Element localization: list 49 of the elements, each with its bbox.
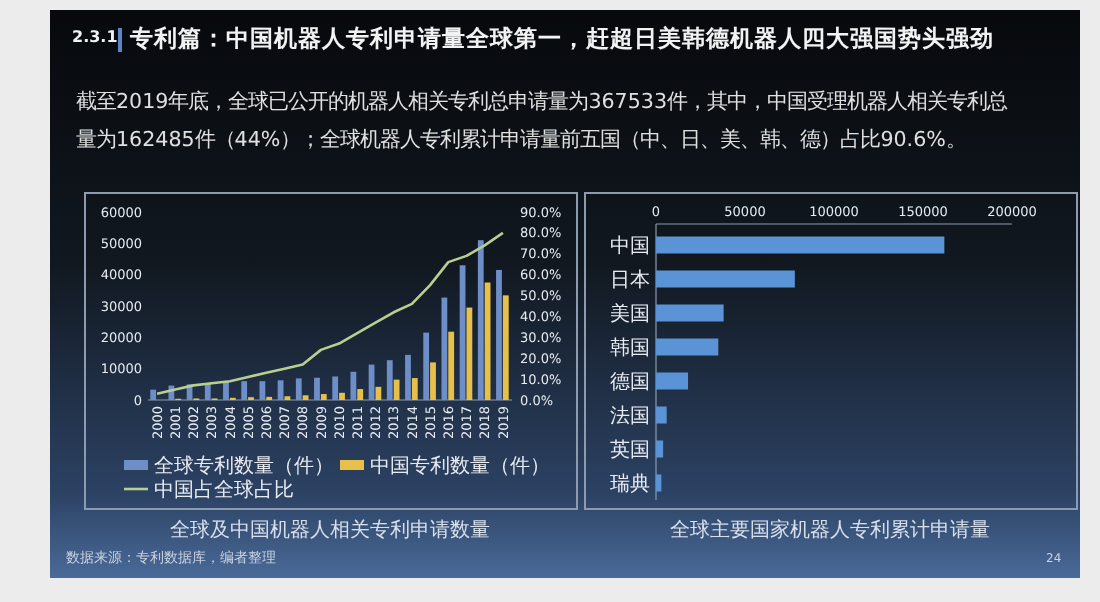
bar xyxy=(204,383,211,400)
bar xyxy=(441,297,448,400)
bar xyxy=(314,377,320,400)
bar xyxy=(656,474,662,492)
bar xyxy=(430,362,436,400)
text: 全球主要国家机器人专利累计申请量 xyxy=(670,518,990,542)
bar xyxy=(656,406,667,424)
bar xyxy=(259,381,266,400)
text: 专利篇：中国机器人专利申请量全球第一，赶超日美韩德机器人四大强国势头强劲 xyxy=(130,24,994,54)
y-tick-label: 中国 xyxy=(610,234,650,258)
bar xyxy=(241,381,248,400)
bar xyxy=(150,389,157,400)
bar xyxy=(223,381,229,400)
y-tick-label: 英国 xyxy=(610,438,650,462)
y-tick-label: 韩国 xyxy=(610,336,650,360)
text: 2.3.1 xyxy=(72,28,118,46)
legend-label: 中国专利数量（件） xyxy=(370,454,550,478)
bar xyxy=(386,360,393,400)
bar xyxy=(484,282,491,400)
bar xyxy=(357,389,364,400)
bar xyxy=(656,440,664,458)
y-tick-label: 法国 xyxy=(610,404,650,428)
legend-label: 全球专利数量（件） xyxy=(154,454,334,478)
y-tick-label: 美国 xyxy=(610,302,650,326)
bar xyxy=(656,236,945,254)
bar xyxy=(477,240,484,400)
bar xyxy=(295,378,302,400)
bar xyxy=(656,372,689,390)
bar xyxy=(320,394,327,400)
bar xyxy=(656,270,795,288)
y-tick-label: 瑞典 xyxy=(610,472,650,496)
bar xyxy=(502,295,509,400)
bar xyxy=(411,378,418,400)
legend-label: 中国占全球占比 xyxy=(154,478,294,502)
y-tick-label: 德国 xyxy=(610,372,650,394)
bar xyxy=(339,392,345,400)
text: 截至2019年底，全球已公开的机器人相关专利总申请量为367533件，其中，中国受理机器人相关专利总量为162485件（44%）；全球机器人专利累计申请量前五国（中、日、美、韩、德）占比90.6%。 xyxy=(76,88,1010,156)
text: 全球及中国机器人相关专利申请数量 xyxy=(170,518,490,542)
bar xyxy=(423,332,430,400)
bar xyxy=(656,304,724,322)
bar xyxy=(332,376,339,400)
y-tick-label: 日本 xyxy=(610,268,650,292)
bar xyxy=(448,331,455,400)
bar xyxy=(496,269,502,400)
bar xyxy=(405,354,411,400)
line-series xyxy=(155,231,505,396)
bar xyxy=(393,379,400,400)
bar xyxy=(350,371,357,400)
bar xyxy=(656,338,719,356)
